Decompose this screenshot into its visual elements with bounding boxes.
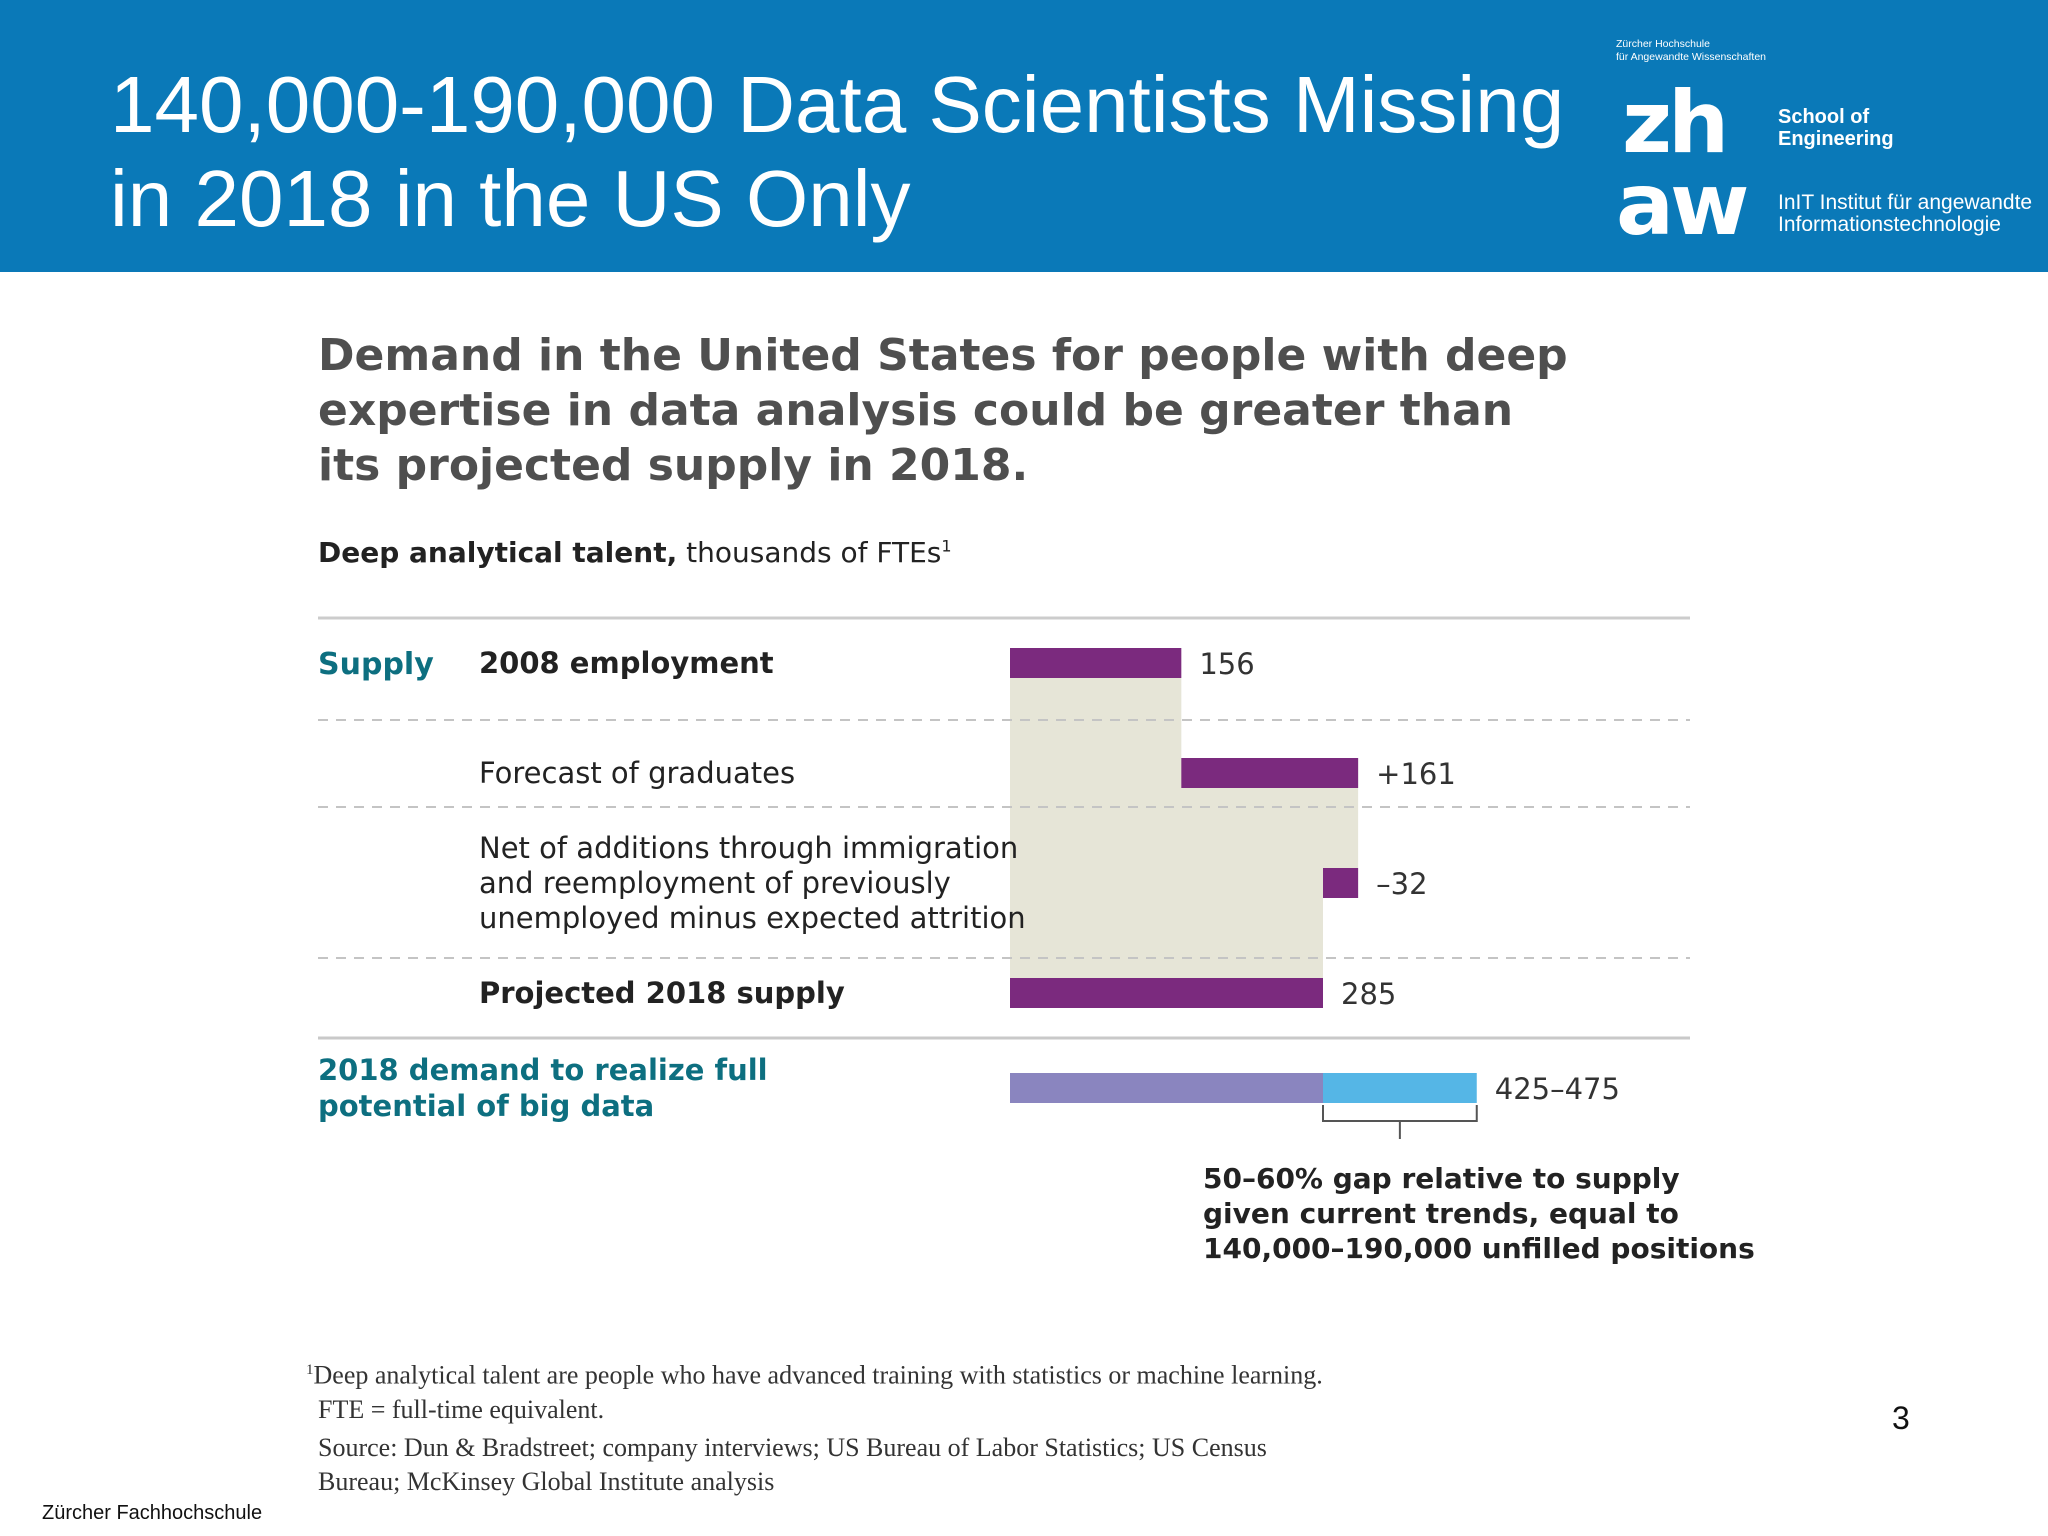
- chart-title-line2: expertise in data analysis could be grea…: [318, 385, 1514, 436]
- demand-bar-supply-portion: [1010, 1073, 1323, 1103]
- footer-institution: Zürcher Fachhochschule: [42, 1502, 263, 1524]
- supply-connector-fill: [1010, 678, 1359, 978]
- institute-name-line2: Informationstechnologie: [1778, 213, 2001, 236]
- row-label-step-3-line-3: unemployed minus expected attrition: [479, 901, 1026, 935]
- section-label-supply: Supply: [318, 647, 434, 682]
- chart-subtitle-sup: 1: [941, 536, 952, 556]
- chart-subtitle-rest: thousands of FTEs: [686, 536, 942, 569]
- bar-step-3: [1323, 868, 1359, 898]
- gap-bracket: [1322, 1105, 1478, 1122]
- value-label-step-4: 285: [1341, 977, 1396, 1011]
- gap-note-line-2: given current trends, equal to: [1203, 1197, 1679, 1230]
- university-name-line2: für Angewandte Wissenschaften: [1616, 51, 1767, 63]
- slide-header: [0, 0, 2048, 272]
- bar-step-1: [1010, 648, 1182, 678]
- logo-bottom-text: aw: [1616, 155, 1747, 244]
- school-name-line2: Engineering: [1778, 128, 1894, 150]
- footnote: 1Deep analytical talent are people who h…: [306, 1353, 1323, 1427]
- school-name: School of Engineering: [1778, 106, 1894, 150]
- row-label-step-2-line-1: Forecast of graduates: [479, 756, 795, 790]
- university-name-line1: Zürcher Hochschule: [1616, 38, 1710, 50]
- section-label-demand-line2: potential of big data: [318, 1089, 654, 1123]
- zhaw-logo: zh aw: [1616, 84, 1751, 244]
- row-label-step-3-line-1: Net of additions through immigration: [479, 831, 1018, 865]
- bar-step-2: [1181, 758, 1359, 788]
- chart-subtitle-bold: Deep analytical talent,: [318, 536, 678, 569]
- chart-title-line3: its projected supply in 2018.: [318, 440, 1029, 491]
- chart-subtitle: Deep analytical talent, thousands of FTE…: [318, 536, 952, 569]
- chart-title: Demand in the United States for people w…: [318, 328, 1618, 493]
- school-name-line1: School of: [1778, 106, 1870, 128]
- footnote-line2: FTE = full-time equivalent.: [318, 1394, 605, 1424]
- gap-note-line-3: 140,000–190,000 unfilled positions: [1203, 1232, 1755, 1265]
- demand-bar-gap-portion: [1323, 1073, 1477, 1103]
- demand-value-label: 425–475: [1495, 1072, 1620, 1106]
- page-number: 3: [1892, 1400, 1910, 1436]
- institute-name-line1: InIT Institut für angewandte: [1778, 191, 2033, 214]
- bar-step-4: [1010, 978, 1323, 1008]
- row-label-step-3-line-2: and reemployment of previously: [479, 866, 951, 900]
- row-label-step-4-line-1: Projected 2018 supply: [479, 976, 845, 1010]
- source-line1: Source: Dun & Bradstreet; company interv…: [318, 1433, 1267, 1462]
- source-note: Source: Dun & Bradstreet; company interv…: [318, 1431, 1267, 1499]
- footnote-text1: Deep analytical talent are people who ha…: [313, 1360, 1323, 1390]
- row-label-step-1-line-1: 2008 employment: [479, 646, 774, 680]
- value-label-step-2: +161: [1376, 757, 1456, 791]
- source-line2: Bureau; McKinsey Global Institute analys…: [318, 1467, 775, 1496]
- university-name: Zürcher Hochschule für Angewandte Wissen…: [1616, 38, 1766, 64]
- footnote-line1: 1Deep analytical talent are people who h…: [306, 1353, 1323, 1393]
- footnote-marker: 1: [306, 1362, 314, 1378]
- section-label-demand-line1: 2018 demand to realize full: [318, 1053, 768, 1087]
- value-label-step-1: 156: [1199, 647, 1254, 681]
- slide-title: 140,000-190,000 Data Scientists Missing …: [110, 58, 1610, 246]
- chart-title-line1: Demand in the United States for people w…: [318, 330, 1568, 381]
- value-label-step-3: –32: [1376, 867, 1427, 901]
- gap-note-line-1: 50–60% gap relative to supply: [1203, 1162, 1680, 1195]
- slide-title-line1: 140,000-190,000 Data Scientists Missing: [110, 60, 1565, 149]
- institute-name: InIT Institut für angewandte Information…: [1778, 192, 2032, 236]
- slide-title-line2: in 2018 in the US Only: [110, 154, 911, 243]
- logo-top-text: zh: [1622, 84, 1725, 173]
